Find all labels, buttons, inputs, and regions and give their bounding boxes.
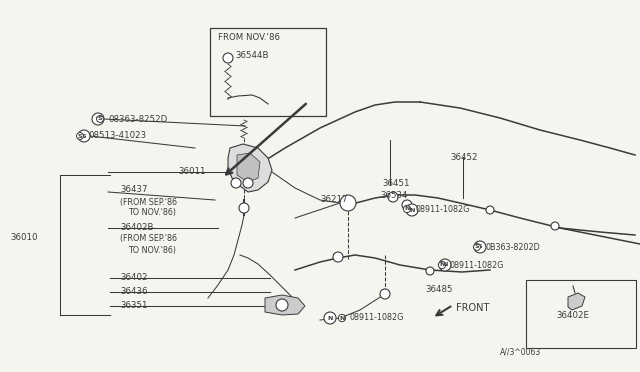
Text: TO NOV.'86): TO NOV.'86) [128, 208, 176, 218]
Text: 36351: 36351 [120, 301, 147, 311]
Text: (FROM SEP.'86: (FROM SEP.'86 [120, 234, 177, 244]
Text: N: N [339, 315, 345, 321]
Circle shape [231, 178, 241, 188]
Text: N: N [439, 263, 445, 267]
Circle shape [276, 299, 288, 311]
Text: 36010: 36010 [10, 234, 38, 243]
Circle shape [243, 178, 253, 188]
Circle shape [551, 222, 559, 230]
Circle shape [78, 130, 90, 142]
Bar [526, 280, 636, 348]
Text: N: N [404, 206, 410, 212]
Text: 08363-8252D: 08363-8252D [108, 115, 167, 124]
Text: N: N [442, 263, 448, 267]
Circle shape [426, 267, 434, 275]
Text: 08911-1082G: 08911-1082G [450, 260, 504, 269]
Circle shape [486, 206, 494, 214]
Circle shape [406, 204, 418, 216]
Circle shape [439, 259, 451, 271]
Text: 08911-1082G: 08911-1082G [415, 205, 469, 214]
Circle shape [388, 192, 398, 202]
Text: 36011: 36011 [178, 167, 205, 176]
Text: 36544B: 36544B [235, 51, 269, 60]
Text: 0B363-8202D: 0B363-8202D [485, 243, 540, 251]
Text: 36436: 36436 [120, 288, 147, 296]
Text: 36451: 36451 [382, 180, 410, 189]
Text: A//3^0063: A//3^0063 [500, 347, 541, 356]
Polygon shape [568, 293, 585, 310]
Polygon shape [265, 295, 305, 315]
Text: FROM NOV.'86: FROM NOV.'86 [218, 33, 280, 42]
Text: S: S [96, 116, 100, 122]
Text: (FROM SEP.'86: (FROM SEP.'86 [120, 198, 177, 206]
Circle shape [340, 195, 356, 211]
Circle shape [239, 203, 249, 213]
Text: FRONT: FRONT [456, 303, 490, 313]
Text: S: S [77, 134, 83, 138]
Text: N: N [410, 208, 415, 212]
Text: TO NOV.'86): TO NOV.'86) [128, 246, 176, 254]
Text: S: S [98, 116, 102, 122]
Text: 36402: 36402 [120, 273, 147, 282]
Circle shape [333, 252, 343, 262]
Bar [210, 28, 326, 116]
Text: 36437: 36437 [120, 186, 147, 195]
Text: 36402B: 36402B [120, 224, 154, 232]
Circle shape [402, 200, 412, 210]
Circle shape [324, 312, 336, 324]
Polygon shape [237, 153, 260, 182]
Polygon shape [228, 144, 272, 192]
Text: 08513-41023: 08513-41023 [88, 131, 146, 141]
Text: 36485: 36485 [425, 285, 452, 295]
Text: 36534: 36534 [380, 190, 408, 199]
Text: 36452: 36452 [450, 153, 477, 161]
Text: S: S [475, 244, 479, 250]
Text: 36402E: 36402E [556, 311, 589, 320]
Text: 36217: 36217 [320, 196, 348, 205]
Circle shape [92, 113, 104, 125]
Circle shape [223, 53, 233, 63]
Text: N: N [327, 315, 333, 321]
Circle shape [474, 241, 486, 253]
Text: S: S [82, 134, 86, 138]
Text: S: S [477, 244, 483, 250]
Text: 08911-1082G: 08911-1082G [350, 314, 404, 323]
Circle shape [380, 289, 390, 299]
